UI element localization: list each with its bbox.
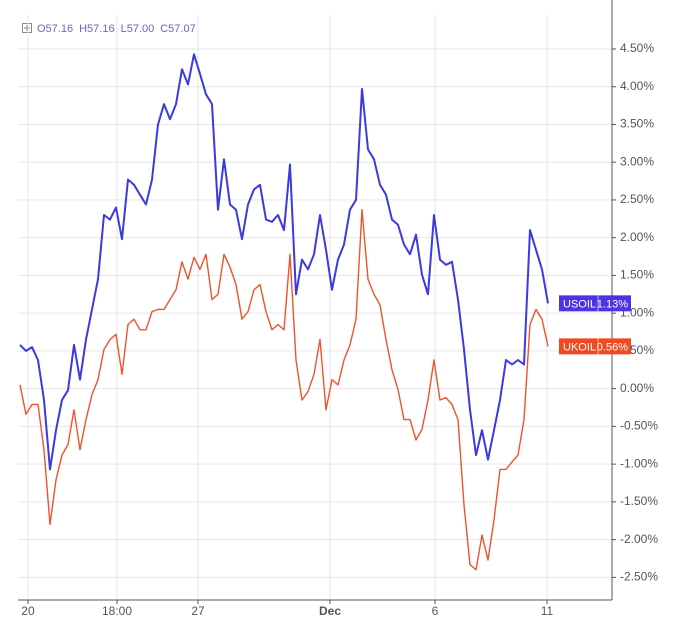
x-tick-label: 27 (191, 604, 205, 618)
y-tick-label: 4.00% (620, 79, 654, 93)
y-tick-label: -2.00% (620, 532, 658, 546)
y-tick-label: 2.50% (620, 192, 654, 206)
box-bg (559, 295, 631, 312)
last-value-label: 0.56% (597, 341, 628, 353)
y-tick-label: -2.50% (620, 570, 658, 584)
ohlc-value: C57.07 (160, 23, 195, 35)
y-tick-label: 0.00% (620, 381, 654, 395)
x-tick-label: Dec (319, 604, 341, 618)
x-tick-label: 20 (21, 604, 35, 618)
y-tick-label: 3.00% (620, 154, 654, 168)
box-bg (559, 338, 631, 355)
x-tick-label: 6 (432, 604, 439, 618)
x-tick-label: 11 (541, 604, 554, 618)
y-tick-label: 2.00% (620, 230, 654, 244)
ohlc-value: O57.16 (37, 23, 73, 35)
y-tick-label: 3.50% (620, 117, 654, 131)
y-tick-label: 1.50% (620, 268, 654, 282)
series-line (19, 209, 549, 571)
icon-box (22, 23, 32, 33)
y-tick-label: 4.50% (620, 41, 654, 55)
last-value-box: UKOIL 0.56% (559, 338, 631, 355)
y-tick-label: -1.00% (620, 456, 658, 470)
x-tick-label: 18:00 (102, 604, 132, 618)
series-name: USOIL (563, 298, 596, 310)
ohlc-value: L57.00 (121, 23, 155, 35)
y-tick-label: -0.50% (620, 419, 658, 433)
series-line (19, 53, 549, 471)
ohlc-value: H57.16 (79, 23, 114, 35)
last-value-box: USOIL 1.13% (559, 295, 631, 312)
series-name: UKOIL (563, 341, 596, 353)
y-tick-label: -1.50% (620, 494, 658, 508)
last-value-label: 1.13% (597, 298, 628, 310)
header-icon (22, 23, 32, 33)
